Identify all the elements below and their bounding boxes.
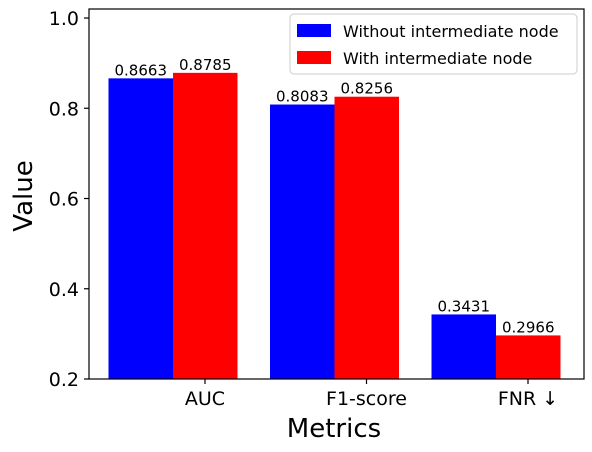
legend: Without intermediate node With intermedi… [289,13,578,75]
legend-label-with: With intermediate node [343,49,532,68]
plot-frame [88,8,585,380]
data-labels-layer: 0.8663 0.8785 0.8083 0.8256 0.3431 0.2966 [115,56,555,337]
legend-swatch-without [297,24,331,37]
bar-fnr-series-1 [496,335,561,379]
x-axis-label: Metrics [287,414,381,444]
bar-f1-score-series-0 [270,104,335,380]
data-label-fnr-series-0: 0.3431 [438,297,491,315]
y-axis-label: Value [9,160,39,231]
bar-auc-series-1 [173,72,238,379]
bar-auc-series-0 [108,78,173,379]
data-label-f1-score-series-1: 0.8256 [341,80,394,98]
y-tick-label-0: 0.2 [49,369,79,391]
data-label-fnr-series-1: 0.2966 [502,318,555,336]
bars-layer [108,72,561,380]
x-tick-label-f1-score: F1-score [326,388,407,410]
data-label-auc-series-1: 0.8785 [179,56,232,74]
bar-f1-score-series-1 [334,96,399,379]
legend-box [289,13,578,75]
x-tick-label-fnr: FNR ↓ [498,388,558,410]
legend-label-without: Without intermediate node [343,22,559,41]
data-label-auc-series-0: 0.8663 [115,61,168,79]
x-tick-label-auc: AUC [185,388,225,410]
y-tick-label-4: 1.0 [49,8,79,30]
bar-fnr-series-0 [431,314,496,379]
y-axis: 0.2 0.4 0.6 0.8 1.0 [49,8,89,391]
data-label-f1-score-series-0: 0.8083 [276,88,329,106]
x-axis: AUC F1-score FNR ↓ [185,379,558,410]
y-tick-label-1: 0.4 [49,279,79,301]
legend-swatch-with [297,51,331,64]
y-tick-label-3: 0.8 [49,98,79,120]
y-tick-label-2: 0.6 [49,189,79,211]
